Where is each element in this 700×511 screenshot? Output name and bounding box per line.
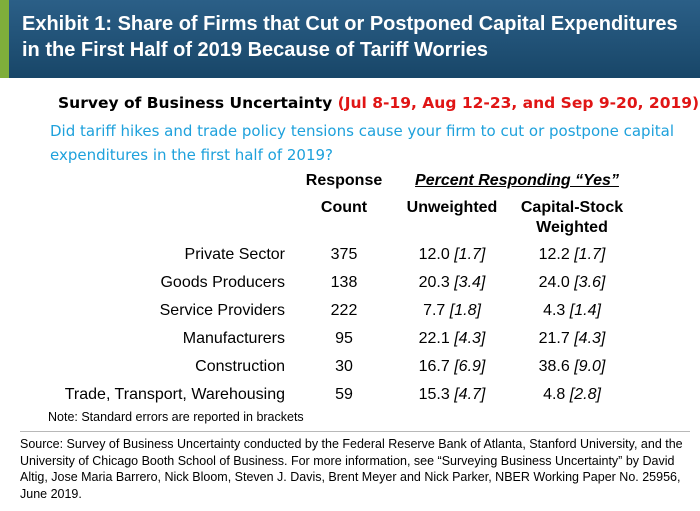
weighted-value: 38.6: [538, 358, 570, 375]
source-citation: Source: Survey of Business Uncertainty c…: [20, 437, 683, 501]
survey-dates: (Jul 8-19, Aug 12-23, and Sep 9-20, 2019…: [337, 94, 700, 112]
row-count: 95: [335, 330, 353, 347]
row-unweighted: 20.3 [3.4]: [398, 269, 506, 297]
row-unweighted: 12.0 [1.7]: [398, 241, 506, 269]
header-count: Count: [320, 199, 368, 216]
row-count: 375: [330, 246, 358, 263]
weighted-se: [3.6]: [574, 274, 606, 291]
weighted-se: [1.7]: [574, 246, 606, 263]
header-response: Response: [305, 172, 383, 189]
survey-title: Survey of Business Uncertainty (Jul 8-19…: [58, 94, 700, 112]
row-weighted: 4.3 [1.4]: [510, 297, 634, 325]
row-weighted: 21.7 [4.3]: [510, 325, 634, 353]
unweighted-se: [4.7]: [454, 386, 486, 403]
weighted-value: 4.8: [543, 386, 566, 403]
row-count: 30: [335, 358, 353, 375]
standard-error-note: Note: Standard errors are reported in br…: [48, 410, 304, 424]
row-label: Private Sector: [184, 246, 285, 263]
row-label: Trade, Transport, Warehousing: [64, 386, 285, 403]
row-weighted: 24.0 [3.6]: [510, 269, 634, 297]
table-row: Manufacturers 95 22.1 [4.3] 21.7 [4.3]: [0, 325, 700, 353]
row-unweighted: 22.1 [4.3]: [398, 325, 506, 353]
row-count: 138: [330, 274, 358, 291]
survey-question: Did tariff hikes and trade policy tensio…: [50, 122, 674, 164]
row-label: Goods Producers: [160, 274, 285, 291]
row-unweighted: 16.7 [6.9]: [398, 353, 506, 381]
row-label: Manufacturers: [182, 330, 285, 347]
unweighted-value: 20.3: [418, 274, 450, 291]
row-count: 59: [335, 386, 353, 403]
table-row: Service Providers 222 7.7 [1.8] 4.3 [1.4…: [0, 297, 700, 325]
row-label: Service Providers: [159, 302, 285, 319]
row-weighted: 38.6 [9.0]: [510, 353, 634, 381]
weighted-se: [1.4]: [569, 302, 601, 319]
table-row: Private Sector 375 12.0 [1.7] 12.2 [1.7]: [0, 241, 700, 269]
weighted-value: 24.0: [538, 274, 570, 291]
unweighted-se: [6.9]: [454, 358, 486, 375]
weighted-se: [4.3]: [574, 330, 606, 347]
unweighted-se: [1.7]: [454, 246, 486, 263]
unweighted-se: [1.8]: [449, 302, 481, 319]
source-divider: [20, 431, 690, 432]
row-weighted: 4.8 [2.8]: [510, 381, 634, 409]
unweighted-value: 12.0: [418, 246, 450, 263]
header-unweighted: Unweighted: [406, 199, 498, 216]
survey-name: Survey of Business Uncertainty: [58, 94, 333, 112]
row-weighted: 12.2 [1.7]: [510, 241, 634, 269]
unweighted-value: 16.7: [418, 358, 450, 375]
weighted-value: 21.7: [538, 330, 570, 347]
unweighted-value: 7.7: [423, 302, 446, 319]
row-unweighted: 7.7 [1.8]: [398, 297, 506, 325]
table-row: Construction 30 16.7 [6.9] 38.6 [9.0]: [0, 353, 700, 381]
exhibit-header: Exhibit 1: Share of Firms that Cut or Po…: [0, 0, 700, 78]
unweighted-se: [3.4]: [454, 274, 486, 291]
table-row: Goods Producers 138 20.3 [3.4] 24.0 [3.6…: [0, 269, 700, 297]
header-capital-stock-weighted: Capital-Stock Weighted: [520, 199, 624, 236]
unweighted-value: 15.3: [418, 386, 450, 403]
weighted-value: 4.3: [543, 302, 566, 319]
weighted-se: [9.0]: [574, 358, 606, 375]
header-accent-bar: [0, 0, 9, 78]
unweighted-se: [4.3]: [454, 330, 486, 347]
row-unweighted: 15.3 [4.7]: [398, 381, 506, 409]
exhibit-title: Exhibit 1: Share of Firms that Cut or Po…: [22, 13, 678, 61]
row-count: 222: [330, 302, 358, 319]
table-row: Trade, Transport, Warehousing 59 15.3 [4…: [0, 381, 700, 409]
weighted-value: 12.2: [538, 246, 570, 263]
weighted-se: [2.8]: [569, 386, 601, 403]
header-percent-yes: Percent Responding “Yes”: [415, 172, 619, 189]
unweighted-value: 22.1: [418, 330, 450, 347]
row-label: Construction: [195, 358, 285, 375]
